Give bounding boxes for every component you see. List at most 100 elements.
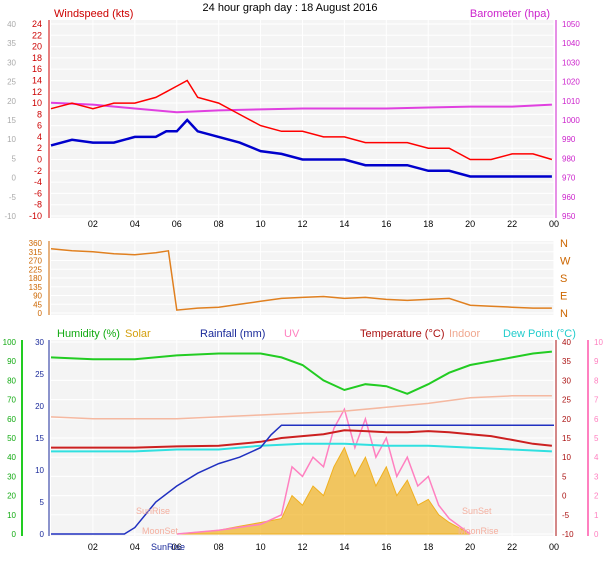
- wind-axis-tick: -4: [34, 177, 42, 187]
- humidity-axis-tick: 0: [12, 530, 17, 539]
- annotation-moonset: MoonSet: [142, 526, 179, 536]
- solar-area: [176, 446, 471, 535]
- direction-line: [50, 248, 552, 311]
- uv-line: [176, 407, 471, 535]
- wind-axis-tick: 10: [32, 98, 42, 108]
- humidity-axis-tick: 60: [7, 415, 16, 424]
- direction-compass-tick: N: [560, 308, 568, 320]
- temperature-axis-tick: 5: [562, 472, 567, 481]
- x-tick-label-bottom: 12: [297, 542, 307, 552]
- x-tick-label-top: 20: [465, 219, 475, 229]
- far-left-axis-tick: 5: [12, 154, 17, 163]
- barometer-axis-tick: 1010: [562, 97, 580, 106]
- wind-axis-tick: 6: [37, 121, 42, 131]
- wind-axis-tick: -6: [34, 188, 42, 198]
- wind-axis-tick: 16: [32, 64, 42, 74]
- x-tick-label-top: 18: [423, 219, 433, 229]
- far-left-axis-tick: 20: [7, 97, 16, 106]
- far-left-axis-tick: -5: [9, 193, 17, 202]
- wind-axis-tick: 18: [32, 53, 42, 63]
- direction-compass-tick: N: [560, 238, 568, 250]
- far-left-axis-tick: 10: [7, 135, 16, 144]
- temperature-axis-tick: 15: [562, 434, 571, 443]
- temperature-axis-tick: 40: [562, 338, 571, 347]
- humidity-axis-tick: 100: [3, 338, 17, 347]
- uv-axis-tick: 1: [594, 511, 599, 520]
- direction-axis-tick: 360: [29, 239, 43, 248]
- wind-axis-tick: 4: [37, 132, 42, 142]
- direction-compass-tick: E: [560, 291, 567, 303]
- wind-axis-tick: 22: [32, 30, 42, 40]
- temperature-line: [51, 429, 553, 449]
- far-left-axis-tick: 35: [7, 39, 16, 48]
- annotation-sunrise: SunRise: [136, 506, 170, 516]
- direction-axis-tick: 270: [29, 257, 43, 266]
- barometer-axis-tick: 980: [562, 154, 576, 163]
- uv-axis-tick: 6: [594, 415, 599, 424]
- barometer-axis-tick: 1000: [562, 116, 580, 125]
- uv-axis-tick: 2: [594, 492, 599, 501]
- humidity-axis-tick: 70: [7, 396, 16, 405]
- uv-axis-tick: 9: [594, 357, 599, 366]
- rainfall-axis-tick: 25: [35, 370, 44, 379]
- barometer-axis-tick: 960: [562, 193, 576, 202]
- x-tick-label-bottom: 16: [381, 542, 391, 552]
- temperature-axis-tick: 0: [562, 492, 567, 501]
- x-tick-label-top: 00: [549, 219, 559, 229]
- x-tick-label-bottom: 08: [214, 542, 224, 552]
- barometer-axis-tick: 990: [562, 135, 576, 144]
- wind-axis-tick: -8: [34, 200, 42, 210]
- temperature-axis-tick: -5: [562, 511, 570, 520]
- humidity-axis-tick: 50: [7, 434, 16, 443]
- direction-axis-tick: 135: [29, 283, 43, 292]
- far-left-axis-tick: 25: [7, 78, 16, 87]
- wind-axis-tick: 14: [32, 75, 42, 85]
- temperature-axis-tick: 35: [562, 357, 571, 366]
- series-marks: [50, 79, 554, 535]
- humidity-label: Humidity (%): [57, 328, 120, 340]
- annotation-moonrise: MoonRise: [458, 526, 499, 536]
- x-tick-label-top: 16: [381, 219, 391, 229]
- rainfall-axis-tick: 30: [35, 338, 44, 347]
- x-tick-label-top: 12: [297, 219, 307, 229]
- uv-axis-tick: 7: [594, 396, 599, 405]
- far-left-axis-tick: 0: [12, 174, 17, 183]
- windspeed-line: [50, 79, 553, 161]
- humidity-line: [50, 350, 553, 395]
- x-tick-label-bottom: 04: [130, 542, 140, 552]
- rainfall-line: [51, 424, 554, 535]
- barometer-axis-tick: 970: [562, 174, 576, 183]
- barometer-axis-tick: 1020: [562, 78, 580, 87]
- wind-axis-tick: 20: [32, 42, 42, 52]
- direction-axis-tick: 315: [29, 248, 43, 257]
- x-tick-label-bottom: 18: [423, 542, 433, 552]
- humidity-axis-tick: 30: [7, 472, 16, 481]
- x-tick-label-top: 04: [130, 219, 140, 229]
- far-left-axis-tick: 40: [7, 20, 16, 29]
- humidity-axis-tick: 20: [7, 492, 16, 501]
- x-tick-label-bottom: 10: [256, 542, 266, 552]
- barometer-line: [50, 101, 552, 114]
- x-tick-label-top: 06: [172, 219, 182, 229]
- rainfall-axis-tick: 5: [40, 498, 45, 507]
- rainfall-axis-tick: 15: [35, 434, 44, 443]
- far-left-axis-tick: -10: [4, 212, 16, 221]
- wind-axis-tick: -10: [29, 211, 42, 221]
- uv-axis-tick: 10: [594, 338, 603, 347]
- uv-axis-tick: 4: [594, 453, 599, 462]
- wind-axis-tick: 2: [37, 143, 42, 153]
- temperature-axis-tick: 25: [562, 396, 571, 405]
- solar-label: Solar: [125, 328, 151, 340]
- humidity-axis-tick: 10: [7, 511, 16, 520]
- uv-label: UV: [284, 328, 300, 340]
- far-left-axis-tick: 30: [7, 58, 16, 67]
- wind-axis-tick: 12: [32, 87, 42, 97]
- direction-axis-tick: 225: [29, 265, 43, 274]
- barometer-axis-tick: 950: [562, 212, 576, 221]
- x-tick-label-bottom: 00: [549, 542, 559, 552]
- temperature-label: Temperature (°C): [360, 328, 444, 340]
- x-tick-label-bottom: 14: [339, 542, 349, 552]
- direction-axis-tick: 90: [33, 292, 42, 301]
- rainfall-axis-tick: 10: [35, 466, 44, 475]
